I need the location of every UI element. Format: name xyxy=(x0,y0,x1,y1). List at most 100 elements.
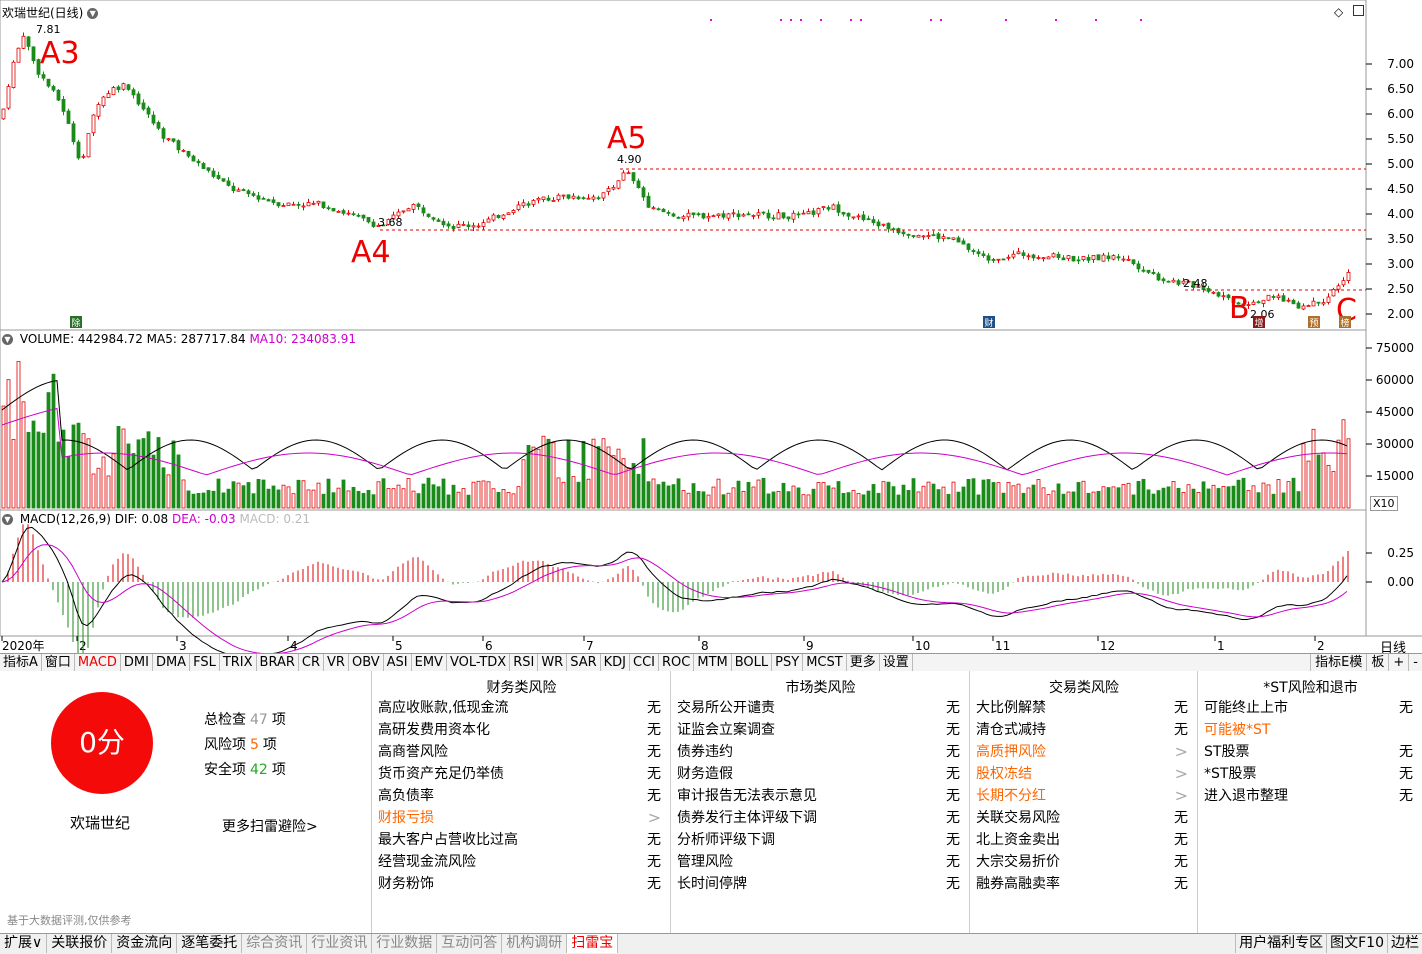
indicator-tab[interactable]: KDJ xyxy=(601,654,631,671)
risk-item-value: 无 xyxy=(1174,700,1188,716)
indicator-tab[interactable]: TRIX xyxy=(220,654,257,671)
event-marker-icon[interactable] xyxy=(70,316,82,328)
risk-item-label: 长时间停牌 xyxy=(677,876,747,892)
risk-item[interactable]: 高质押风险 > xyxy=(976,741,1188,763)
risk-item-label: 进入退市整理 xyxy=(1204,788,1288,804)
chevron-right-icon[interactable]: > xyxy=(1174,742,1188,761)
chart-canvas[interactable]: 7.00 6.50 6.00 5.50 5.00 4.50 4.00 3.50 3.00 2.50… xyxy=(0,0,1422,653)
risk-item: 最大客户占营收比过高 无 xyxy=(378,829,661,851)
indicator-right-button[interactable]: 板 xyxy=(1366,654,1388,671)
indicator-tab[interactable]: VOL-TDX xyxy=(447,654,511,671)
risk-item-label: 分析师评级下调 xyxy=(677,832,775,848)
indicator-tab[interactable]: OBV xyxy=(349,654,384,671)
risk-item-label: 大比例解禁 xyxy=(976,700,1046,716)
chevron-down-icon[interactable]: ▼ xyxy=(2,514,13,525)
bottom-tab[interactable]: 机构调研 xyxy=(502,934,568,953)
indicator-tab[interactable]: DMI xyxy=(121,654,153,671)
bottom-tab[interactable]: 互动问答 xyxy=(437,934,503,953)
bottom-right-button[interactable]: 图文F10 xyxy=(1326,934,1387,953)
time-tick-label: 2 xyxy=(1317,639,1325,653)
chart-area[interactable]: 7.00 6.50 6.00 5.50 5.00 4.50 4.00 3.50 3.00 2.50… xyxy=(0,0,1422,660)
indicator-tab[interactable]: 更多 xyxy=(847,654,880,671)
bottom-tab[interactable]: 行业资讯 xyxy=(307,934,373,953)
indicator-tab[interactable]: ROC xyxy=(659,654,695,671)
signal-dot xyxy=(1005,19,1007,21)
indicator-right-button[interactable]: + xyxy=(1388,654,1408,671)
risk-item-label: 财报亏损 xyxy=(378,810,434,826)
price-tick-label: 3.50 xyxy=(1387,232,1414,246)
bottom-right-button[interactable]: 用户福利专区 xyxy=(1235,934,1326,953)
risk-item-label: *ST股票 xyxy=(1204,766,1257,782)
risk-item-label: ST股票 xyxy=(1204,744,1250,760)
bottom-tab[interactable]: 综合资讯 xyxy=(242,934,308,953)
indicator-right-button[interactable]: - xyxy=(1408,654,1422,671)
risk-item-label: 货币资产充足仍举债 xyxy=(378,766,504,782)
risk-item[interactable]: 财报亏损 > xyxy=(378,807,661,829)
bottom-tab[interactable]: 资金流向 xyxy=(112,934,178,953)
price-tick-label: 6.50 xyxy=(1387,82,1414,96)
annotation-b: B xyxy=(1229,291,1250,326)
volume-panel-title: ▼ VOLUME: 442984.72 MA5: 287717.84 MA10:… xyxy=(2,332,356,346)
risk-item: ST股票 无 xyxy=(1204,741,1413,763)
indicator-tab[interactable]: SAR xyxy=(567,654,601,671)
bottom-tab[interactable]: 扩展∨ xyxy=(0,934,48,953)
risk-item-label: 财务造假 xyxy=(677,766,733,782)
bottom-tab[interactable]: 行业数据 xyxy=(372,934,438,953)
indicator-tab[interactable]: BOLL xyxy=(732,654,773,671)
bottom-tab[interactable]: 逐笔委托 xyxy=(177,934,243,953)
risk-score: 0分 xyxy=(51,692,153,794)
indicator-tab[interactable]: CR xyxy=(299,654,325,671)
risk-item: 大比例解禁 无 xyxy=(976,697,1188,719)
risk-column-title: 财务类风险 xyxy=(486,680,557,696)
risk-item-label: 审计报告无法表示意见 xyxy=(677,788,817,804)
volume-tick-label: 45000 xyxy=(1376,405,1414,419)
event-marker-icon[interactable] xyxy=(1339,316,1351,328)
time-tick-label: 3 xyxy=(179,639,187,653)
risk-item-value: 无 xyxy=(946,832,960,848)
indicator-tab[interactable]: MCST xyxy=(803,654,847,671)
ma10-value: MA10: 234083.91 xyxy=(249,332,357,346)
risk-item-value: 无 xyxy=(1399,700,1413,716)
indicator-tab[interactable]: WR xyxy=(538,654,568,671)
indicator-right-button[interactable]: 指标E模 xyxy=(1310,654,1366,671)
indicator-tab[interactable]: RSI xyxy=(510,654,539,671)
bottom-tab[interactable]: 关联报价 xyxy=(47,934,113,953)
indicator-tab[interactable]: MACD xyxy=(75,654,121,671)
indicator-tab[interactable]: 窗口 xyxy=(42,654,75,671)
chevron-right-icon[interactable]: > xyxy=(647,808,661,827)
indicator-tab[interactable]: PSY xyxy=(772,654,804,671)
chevron-right-icon[interactable]: > xyxy=(1174,786,1188,805)
bottom-tab[interactable]: 扫雷宝 xyxy=(567,934,619,953)
chevron-down-icon[interactable]: ▼ xyxy=(87,8,99,19)
diamond-icon[interactable]: ◇ xyxy=(1334,5,1344,19)
window-icon[interactable] xyxy=(1353,5,1365,16)
chevron-down-icon[interactable]: ▼ xyxy=(2,334,13,345)
chevron-right-icon[interactable]: > xyxy=(1174,764,1188,783)
indicator-tab[interactable]: MTM xyxy=(694,654,732,671)
risk-item[interactable]: 股权冻结 > xyxy=(976,763,1188,785)
risk-item: 可能终止上市 无 xyxy=(1204,697,1413,719)
signal-dot xyxy=(710,19,712,21)
indicator-tab[interactable]: BRAR xyxy=(257,654,299,671)
indicator-tab[interactable]: CCI xyxy=(630,654,660,671)
indicator-tab[interactable]: 指标A xyxy=(0,654,42,671)
dif-value: DIF: 0.08 xyxy=(114,512,169,526)
indicator-tab[interactable]: EMV xyxy=(412,654,447,671)
stat-risk: 风险项 5 项 xyxy=(204,737,277,753)
volume-ma10-line xyxy=(1,407,1348,476)
more-scan-link[interactable]: 更多扫雷避险> xyxy=(222,819,318,835)
indicator-tab[interactable]: VR xyxy=(324,654,349,671)
risk-item: 财务造假 无 xyxy=(677,763,960,785)
bottom-right-button[interactable]: 边栏 xyxy=(1387,934,1422,953)
event-marker-icon[interactable] xyxy=(1308,316,1320,328)
indicator-tab[interactable]: DMA xyxy=(153,654,191,671)
indicator-tab[interactable]: 设置 xyxy=(880,654,913,671)
indicator-tab[interactable]: FSL xyxy=(190,654,220,671)
risk-item[interactable]: 可能被*ST xyxy=(1204,719,1413,741)
event-marker-icon[interactable] xyxy=(1253,316,1265,328)
risk-item[interactable]: 长期不分红 > xyxy=(976,785,1188,807)
stock-period-title: 欢瑞世纪(日线) xyxy=(2,6,84,20)
indicator-tab[interactable]: ASI xyxy=(384,654,412,671)
risk-item: 高研发费用资本化 无 xyxy=(378,719,661,741)
event-marker-icon[interactable] xyxy=(983,316,995,328)
